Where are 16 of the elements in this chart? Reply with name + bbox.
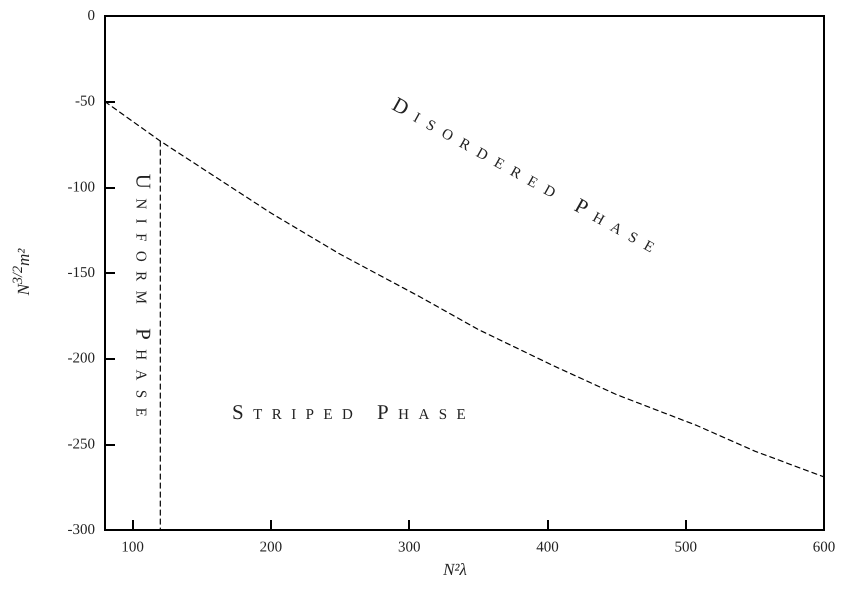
y-tick-label: -250 <box>68 436 95 452</box>
y-tick-label: -300 <box>68 522 95 538</box>
x-tick-label: 200 <box>260 540 282 556</box>
x-tick-label: 400 <box>536 540 559 556</box>
x-tick-label: 600 <box>812 540 836 556</box>
annotation: Uniform Phase <box>130 174 156 426</box>
x-axis-title: N²λ <box>443 560 467 580</box>
x-tick-label: 300 <box>398 540 420 556</box>
y-tick-label: -50 <box>75 94 95 110</box>
y-tick-label: -100 <box>68 179 95 196</box>
y-tick-label: -200 <box>68 350 95 367</box>
y-tick-label: -150 <box>68 265 95 281</box>
annotation: Striped Phase <box>232 400 476 425</box>
x-tick-label: 500 <box>674 540 697 556</box>
y-tick-label: 0 <box>88 8 95 24</box>
x-tick-label: 100 <box>121 540 144 556</box>
